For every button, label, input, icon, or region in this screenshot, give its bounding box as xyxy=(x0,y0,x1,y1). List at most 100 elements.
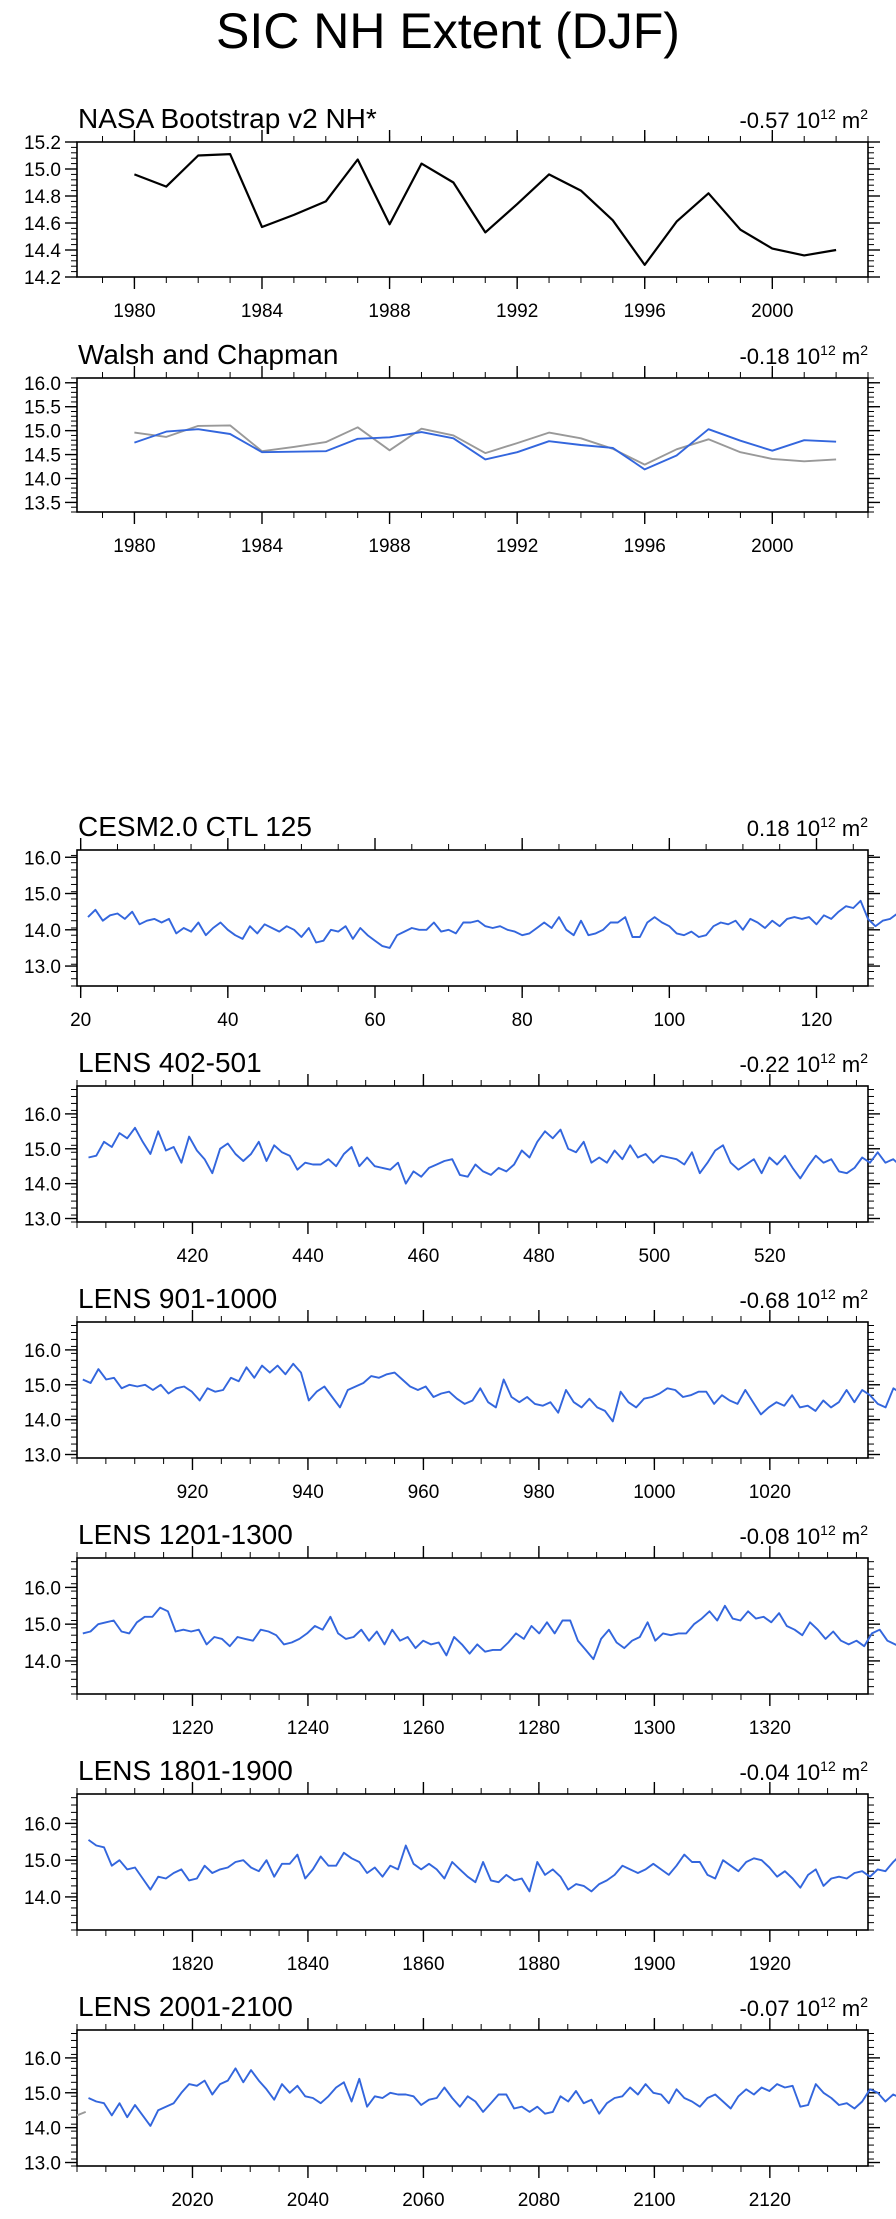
x-tick-label: 1000 xyxy=(633,1482,675,1503)
y-tick-label: 16.0 xyxy=(24,2049,61,2070)
series-line-1 xyxy=(82,1604,896,1661)
x-tick-label: 1240 xyxy=(287,1718,329,1739)
x-tick-label: 1992 xyxy=(496,536,538,557)
x-tick-label: 1984 xyxy=(241,301,284,322)
series-line-1 xyxy=(134,153,837,266)
x-tick-label: 1980 xyxy=(113,301,155,322)
panel-title: LENS 901-1000 xyxy=(78,1283,277,1314)
figure-title: SIC NH Extent (DJF) xyxy=(216,3,680,59)
x-tick-label: 2060 xyxy=(402,2190,444,2211)
trend-label: -0.18 1012 m2 xyxy=(739,342,868,369)
y-tick-label: 13.0 xyxy=(24,957,61,978)
x-tick-label: 2100 xyxy=(633,2190,675,2211)
x-tick-label: 920 xyxy=(177,1482,209,1503)
x-tick-label: 520 xyxy=(754,1246,786,1267)
panel-4: LENS 402-501 -0.22 1012 m2 420 440 460 480 500… xyxy=(24,1047,896,1267)
x-tick-label: 1900 xyxy=(633,1954,675,1975)
y-tick-label: 13.5 xyxy=(24,493,61,514)
panel-8: LENS 2001-2100 -0.07 1012 m2 2020 2040 2060 2… xyxy=(24,1991,896,2211)
x-tick-label: 420 xyxy=(177,1246,209,1267)
series-line-1 xyxy=(87,899,896,949)
series-line-1 xyxy=(134,424,837,466)
y-tick-label: 15.2 xyxy=(24,133,61,154)
trend-label: 0.18 1012 m2 xyxy=(747,814,868,841)
y-tick-label: 16.0 xyxy=(24,1578,61,1599)
trend-label: -0.07 1012 m2 xyxy=(739,1994,868,2021)
x-tick-label: 1996 xyxy=(624,536,666,557)
x-tick-label: 1880 xyxy=(518,1954,560,1975)
plot-frame xyxy=(76,1085,869,1223)
series-line-2 xyxy=(134,428,837,471)
x-tick-label: 1980 xyxy=(113,536,155,557)
series-line-1 xyxy=(87,1839,896,1893)
y-tick-label: 14.8 xyxy=(24,187,61,208)
x-tick-label: 1840 xyxy=(287,1954,329,1975)
x-tick-label: 1300 xyxy=(633,1718,675,1739)
panel-title: LENS 1801-1900 xyxy=(78,1755,293,1786)
x-tick-label: 2000 xyxy=(751,536,793,557)
series-line-1 xyxy=(82,1362,896,1423)
x-tick-label: 1984 xyxy=(241,536,284,557)
panel-3: CESM2.0 CTL 125 0.18 1012 m2 20 40 60 80 100 12… xyxy=(24,811,896,1031)
x-tick-label: 500 xyxy=(639,1246,671,1267)
series-line-1 xyxy=(88,1126,896,1185)
x-tick-label: 1320 xyxy=(749,1718,791,1739)
x-tick-label: 1280 xyxy=(518,1718,560,1739)
y-tick-label: 15.5 xyxy=(24,398,61,419)
x-tick-label: 480 xyxy=(523,1246,555,1267)
y-tick-label: 15.0 xyxy=(24,160,61,181)
plot-frame xyxy=(76,1557,869,1695)
panel-title: CESM2.0 CTL 125 xyxy=(78,811,312,842)
y-tick-label: 14.4 xyxy=(24,241,61,262)
x-tick-label: 1220 xyxy=(171,1718,213,1739)
panel-1: NASA Bootstrap v2 NH* -0.57 1012 m2 1980 19… xyxy=(24,103,880,322)
y-tick-label: 13.0 xyxy=(24,1210,61,1231)
panel-5: LENS 901-1000 -0.68 1012 m2 920 940 960 980 10… xyxy=(24,1283,896,1503)
y-tick-label: 16.0 xyxy=(24,1105,61,1126)
x-tick-label: 440 xyxy=(292,1246,324,1267)
x-tick-label: 940 xyxy=(292,1482,324,1503)
y-tick-label: 13.0 xyxy=(24,1446,61,1467)
x-tick-label: 1020 xyxy=(749,1482,791,1503)
y-tick-label: 14.0 xyxy=(24,1652,61,1673)
x-tick-label: 1860 xyxy=(402,1954,444,1975)
panel-title: LENS 2001-2100 xyxy=(78,1991,293,2022)
panel-6: LENS 1201-1300 -0.08 1012 m2 1220 1240 1260 1… xyxy=(24,1519,896,1739)
x-tick-label: 20 xyxy=(70,1010,91,1031)
panel-2: Walsh and Chapman -0.18 1012 m2 1980 1984 19… xyxy=(24,339,880,557)
y-tick-label: 16.0 xyxy=(24,1814,61,1835)
x-tick-label: 40 xyxy=(217,1010,238,1031)
x-tick-label: 2040 xyxy=(287,2190,329,2211)
x-tick-label: 2000 xyxy=(751,301,793,322)
x-tick-label: 460 xyxy=(408,1246,440,1267)
y-tick-label: 14.0 xyxy=(24,1411,61,1432)
trend-label: -0.22 1012 m2 xyxy=(739,1050,868,1077)
y-tick-label: 14.6 xyxy=(24,214,61,235)
x-tick-label: 2020 xyxy=(171,2190,213,2211)
x-tick-label: 1992 xyxy=(496,301,538,322)
y-tick-label: 14.0 xyxy=(24,1888,61,1909)
x-tick-label: 1988 xyxy=(368,301,410,322)
y-tick-label: 15.0 xyxy=(24,1615,61,1636)
y-tick-label: 15.0 xyxy=(24,422,61,443)
panel-title: Walsh and Chapman xyxy=(78,339,338,370)
x-tick-label: 60 xyxy=(364,1010,385,1031)
panel-title: NASA Bootstrap v2 NH* xyxy=(78,103,377,134)
y-tick-label: 13.0 xyxy=(24,2154,61,2175)
x-tick-label: 2080 xyxy=(518,2190,560,2211)
x-tick-label: 2120 xyxy=(749,2190,791,2211)
series-line-1 xyxy=(76,2111,87,2117)
x-tick-label: 80 xyxy=(512,1010,533,1031)
x-tick-label: 120 xyxy=(801,1010,833,1031)
trend-label: -0.08 1012 m2 xyxy=(739,1522,868,1549)
y-tick-label: 16.0 xyxy=(24,374,61,395)
panel-title: LENS 1201-1300 xyxy=(78,1519,293,1550)
x-tick-label: 100 xyxy=(653,1010,685,1031)
x-tick-label: 1260 xyxy=(402,1718,444,1739)
trend-label: -0.57 1012 m2 xyxy=(739,106,868,133)
y-tick-label: 14.2 xyxy=(24,268,61,289)
y-tick-label: 14.0 xyxy=(24,2119,61,2140)
plot-frame xyxy=(76,1793,869,1931)
x-tick-label: 1920 xyxy=(749,1954,791,1975)
y-tick-label: 14.0 xyxy=(24,921,61,942)
